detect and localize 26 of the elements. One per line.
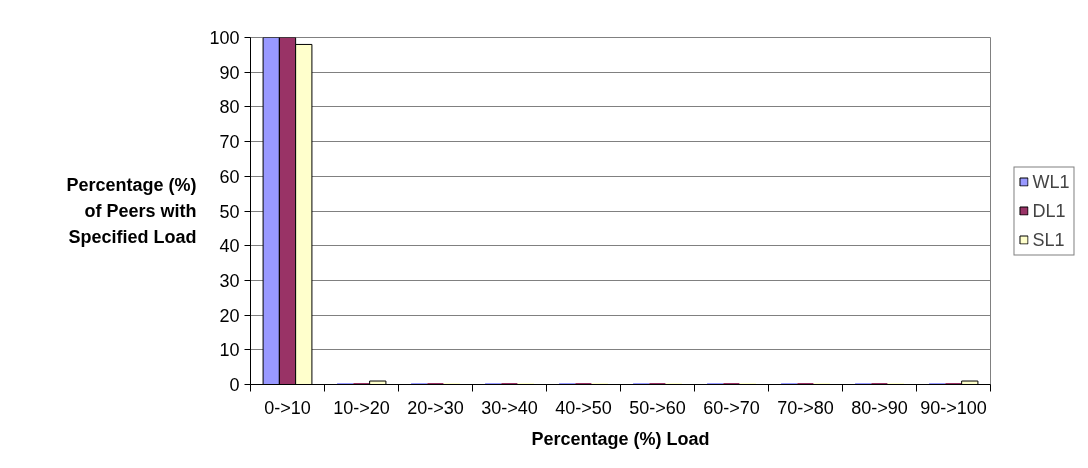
y-tick-label: 80 [219,97,240,118]
y-tick-label: 90 [219,62,240,83]
y-tick-label: 60 [219,166,240,187]
x-tick-label: 10->20 [333,397,390,418]
y-tick-label: 70 [219,132,240,153]
legend-label: DL1 [1032,200,1066,221]
y-tick-label: 100 [209,28,240,48]
x-tick-label: 90->100 [920,397,987,418]
x-tick-label: 70->80 [777,397,834,418]
x-tick-label: 30->40 [481,397,538,418]
y-tick-label: 50 [219,201,240,222]
x-tick-label: 60->70 [703,397,760,418]
legend-label: SL1 [1032,229,1065,250]
y-axis-title: Percentage (%) of Peers with Specified Load [66,175,197,247]
x-tick-label: 40->50 [555,397,612,418]
y-tick-label: 0 [229,375,240,395]
x-tick-label: 0->10 [264,397,311,418]
y-tick-label: 10 [219,340,240,361]
y-tick-label: 40 [219,236,240,257]
x-axis-title: Percentage (%) Load [531,428,710,449]
x-tick-label: 20->30 [407,397,464,418]
y-tick-label: 30 [219,270,240,291]
legend-label: WL1 [1032,171,1070,192]
y-tick-label: 20 [219,305,240,326]
x-tick-label: 80->90 [851,397,908,418]
x-tick-label: 50->60 [629,397,686,418]
